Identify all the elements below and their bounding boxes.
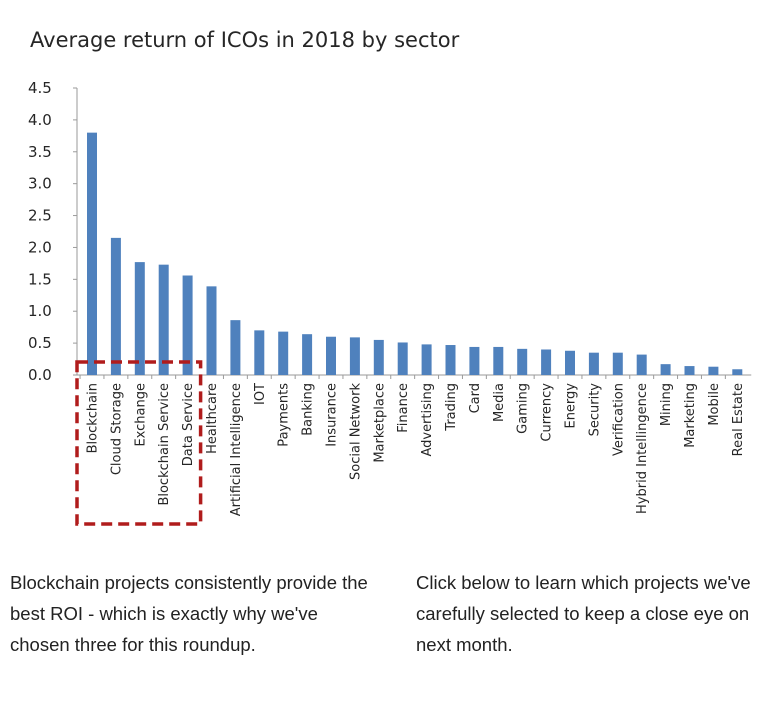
- bar-banking: [302, 334, 313, 375]
- bar-finance: [397, 342, 408, 375]
- x-tick-label: Verification: [611, 383, 626, 456]
- x-tick-label: Marketing: [683, 383, 698, 448]
- bar-marketing: [684, 366, 695, 375]
- x-tick-label: Banking: [301, 383, 316, 436]
- y-tick-label: 4.0: [28, 111, 52, 129]
- bar-blockchain-service: [158, 264, 169, 375]
- bar-artificial-intelligence: [230, 320, 241, 375]
- y-tick-label: 3.5: [28, 143, 52, 161]
- bar-social-network: [349, 337, 360, 375]
- bar-security: [588, 352, 599, 375]
- bar-iot: [254, 330, 265, 375]
- x-tick-label: Finance: [396, 383, 411, 433]
- y-tick-label: 1.5: [28, 270, 52, 288]
- x-tick-label: Exchange: [133, 383, 148, 447]
- bar-blockchain: [87, 132, 97, 375]
- bar-currency: [541, 349, 552, 375]
- highlight-box: [75, 360, 203, 526]
- x-tick-label: Currency: [540, 383, 555, 442]
- bar-mobile: [708, 366, 719, 375]
- x-tick-label: Media: [492, 383, 507, 422]
- bar-trading: [445, 345, 456, 375]
- bar-real-estate: [732, 369, 743, 375]
- bar-payments: [278, 331, 289, 375]
- chart-title: Average return of ICOs in 2018 by sector: [30, 28, 460, 52]
- x-tick-label: Hybrid Intellingence: [635, 383, 650, 514]
- x-tick-label: Mining: [659, 383, 674, 426]
- y-tick-label: 2.5: [28, 207, 52, 225]
- bar-hybrid-intellingence: [636, 354, 647, 375]
- y-tick-label: 3.0: [28, 175, 52, 193]
- bar-cloud-storage: [110, 237, 121, 375]
- highlight-box-group: [75, 360, 203, 526]
- bar-media: [493, 346, 504, 375]
- y-tick-label: 0.0: [28, 366, 52, 384]
- bars: [79, 132, 743, 379]
- y-axis: 0.0 0.5 1.0 1.5 2.0 2.5 3.0 3.5 4.0 4.5: [28, 79, 752, 384]
- x-tick-label: Payments: [277, 383, 292, 447]
- bar-insurance: [326, 336, 336, 375]
- y-tick-label: 2.0: [28, 238, 52, 256]
- bar-mining: [660, 364, 671, 375]
- caption-right[interactable]: Click below to learn which projects we'v…: [416, 572, 751, 655]
- bar-verification: [612, 352, 623, 375]
- bar-data-service: [182, 275, 193, 375]
- x-tick-label: Trading: [444, 383, 459, 432]
- x-tick-label: Card: [468, 383, 483, 413]
- bar-energy: [565, 350, 575, 375]
- bar-chart: 0.0 0.5 1.0 1.5 2.0 2.5 3.0 3.5 4.0 4.5 Blockchai…: [28, 79, 752, 526]
- x-tick-label: Data Service: [181, 383, 196, 466]
- bar-gaming: [517, 348, 528, 375]
- x-tick-label: Blockchain Service: [157, 383, 172, 506]
- x-tick-label: Healthcare: [205, 383, 220, 454]
- x-tick-label: Security: [587, 383, 602, 437]
- x-tick-label: Insurance: [325, 383, 340, 447]
- bar-exchange: [134, 262, 145, 375]
- bar-healthcare: [206, 286, 217, 375]
- bar-marketplace: [373, 339, 384, 375]
- y-tick-label: 0.5: [28, 334, 52, 352]
- y-tick-label: 1.0: [28, 302, 52, 320]
- x-tick-label: Energy: [564, 383, 579, 429]
- bar-card: [469, 346, 480, 375]
- x-tick-label: Social Network: [348, 383, 363, 480]
- x-axis-labels: Blockchain Cloud Storage Exchange Blockchai…: [86, 383, 746, 517]
- x-tick-label: Cloud Storage: [109, 383, 124, 475]
- x-tick-label: Artificial Intelligence: [229, 383, 244, 516]
- x-tick-label: Blockchain: [86, 383, 101, 453]
- bar-advertising: [421, 344, 432, 375]
- caption-left: Blockchain projects consistently provide…: [10, 572, 368, 655]
- x-tick-label: Advertising: [420, 383, 435, 457]
- x-tick-label: Mobile: [707, 383, 722, 426]
- x-tick-label: Real Estate: [731, 383, 746, 456]
- x-tick-label: Marketplace: [372, 383, 387, 463]
- x-tick-label: Gaming: [516, 383, 531, 434]
- y-tick-label: 4.5: [28, 79, 52, 97]
- x-tick-label: IOT: [253, 383, 268, 405]
